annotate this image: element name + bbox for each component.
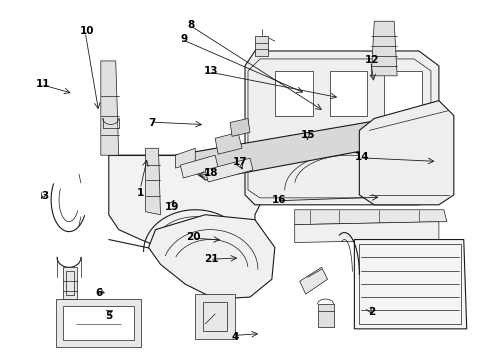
Polygon shape <box>275 71 313 116</box>
Polygon shape <box>205 158 253 182</box>
Polygon shape <box>230 118 250 136</box>
Polygon shape <box>63 267 77 299</box>
Polygon shape <box>255 36 268 56</box>
Polygon shape <box>56 299 141 347</box>
Polygon shape <box>329 71 368 116</box>
Text: 15: 15 <box>301 130 316 140</box>
Polygon shape <box>146 148 161 215</box>
Text: 9: 9 <box>180 34 188 44</box>
Polygon shape <box>63 306 134 340</box>
Text: 6: 6 <box>95 288 102 297</box>
Text: 3: 3 <box>42 191 49 201</box>
Polygon shape <box>101 61 119 155</box>
Polygon shape <box>175 118 419 180</box>
Text: 7: 7 <box>149 118 156 128</box>
Polygon shape <box>175 148 196 168</box>
Polygon shape <box>294 210 447 225</box>
Text: 1: 1 <box>137 188 144 198</box>
Polygon shape <box>300 267 327 294</box>
Text: 21: 21 <box>204 253 218 264</box>
Text: 16: 16 <box>272 195 286 204</box>
Text: 17: 17 <box>233 157 247 167</box>
Text: 12: 12 <box>365 55 379 65</box>
Text: 18: 18 <box>204 168 218 178</box>
Polygon shape <box>109 155 294 255</box>
Polygon shape <box>359 100 454 205</box>
Text: 20: 20 <box>187 232 201 242</box>
Polygon shape <box>318 304 335 327</box>
Polygon shape <box>245 51 439 205</box>
Polygon shape <box>196 294 235 339</box>
Text: 11: 11 <box>36 78 50 89</box>
Text: 4: 4 <box>232 332 239 342</box>
Text: 13: 13 <box>204 66 218 76</box>
Polygon shape <box>384 71 422 116</box>
Text: 14: 14 <box>355 152 369 162</box>
Text: 19: 19 <box>165 202 179 212</box>
Polygon shape <box>148 215 275 299</box>
Text: 10: 10 <box>79 26 94 36</box>
Polygon shape <box>354 239 467 329</box>
Polygon shape <box>215 132 242 154</box>
Text: 8: 8 <box>188 19 195 30</box>
Text: 2: 2 <box>368 307 375 317</box>
Polygon shape <box>294 222 439 243</box>
Polygon shape <box>180 155 218 178</box>
Text: 5: 5 <box>105 311 112 321</box>
Polygon shape <box>371 21 397 76</box>
